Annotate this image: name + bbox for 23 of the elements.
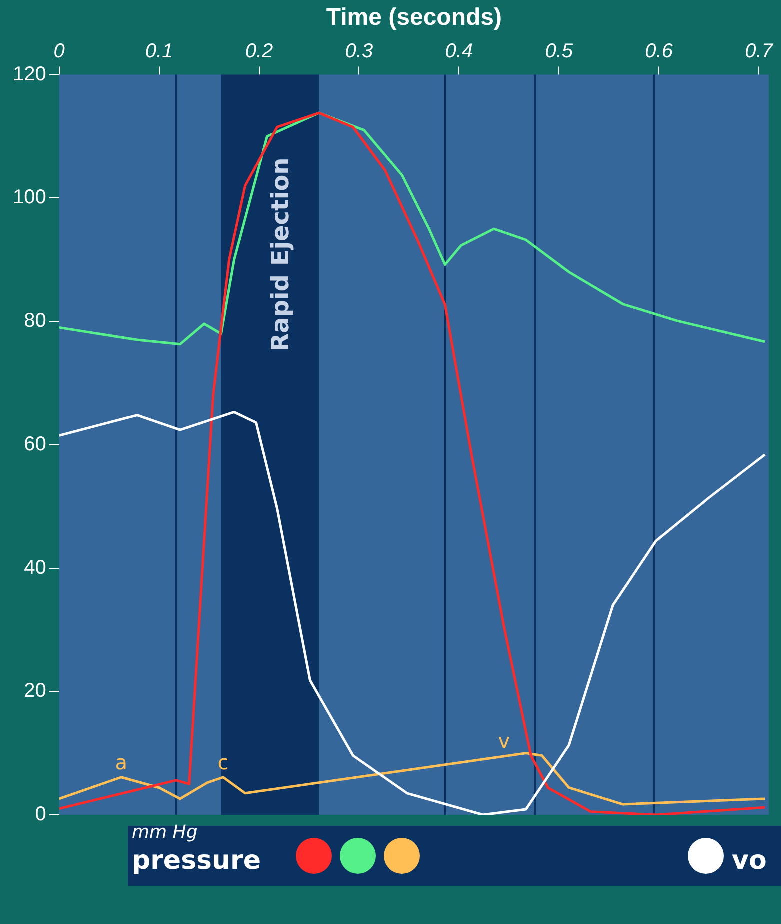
text: vo	[732, 846, 767, 876]
x-tick-label: 0	[54, 40, 65, 62]
x-tick-label: 0.6	[645, 40, 674, 62]
text: mm Hg	[132, 822, 198, 843]
y-tick-label: 100	[12, 186, 46, 209]
y-tick-label: 120	[12, 63, 46, 86]
y-tick-label: 20	[24, 680, 46, 702]
y-tick-label: 40	[24, 556, 46, 579]
y-tick-label: 60	[24, 433, 46, 456]
y-tick-label: 0	[35, 804, 46, 826]
annotation: c	[218, 750, 229, 774]
x-tick-label: 0.5	[545, 40, 574, 62]
text: pressure	[132, 846, 261, 876]
y-tick-label: 80	[24, 310, 46, 332]
x-tick-label: 0.4	[445, 40, 474, 62]
annotation: a	[115, 750, 128, 774]
x-tick-label: 0.3	[345, 40, 374, 62]
x-tick-label: 0.1	[145, 40, 174, 62]
x-tick-label: 0.2	[245, 40, 274, 62]
annotation: v	[498, 728, 510, 753]
x-axis-title: Time (seconds)	[326, 4, 502, 32]
band-label: Rapid Ejection	[266, 158, 294, 352]
x-tick-label: 0.7	[745, 40, 774, 62]
